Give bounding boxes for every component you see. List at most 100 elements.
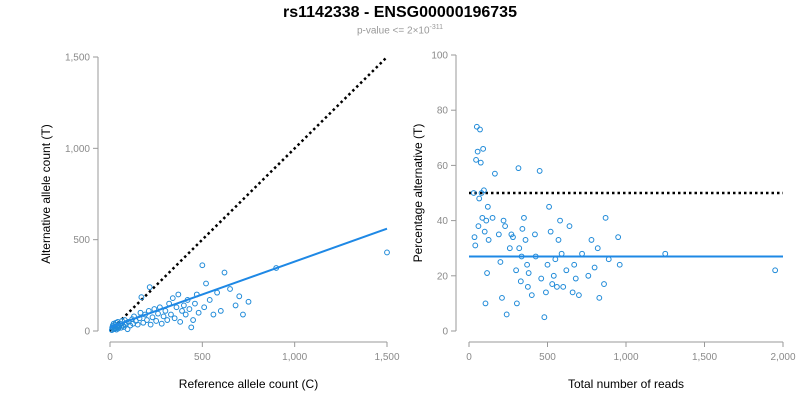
x-axis-label: Total number of reads [568, 377, 684, 391]
data-point [473, 156, 479, 163]
data-point [186, 306, 193, 312]
data-point [484, 203, 491, 210]
data-point [217, 308, 224, 314]
data-point [485, 237, 492, 243]
data-point [532, 231, 538, 238]
data-point [495, 231, 502, 238]
subtitle-base: 10 [418, 25, 430, 37]
data-point [472, 242, 479, 249]
data-point [550, 272, 557, 279]
y-axis-label: Percentage alternative (T) [411, 124, 425, 263]
x-tick-label: 1,500 [692, 352, 717, 363]
reference-line [109, 56, 388, 332]
data-point [552, 256, 559, 263]
data-point [149, 314, 156, 321]
data-point [195, 309, 202, 316]
data-point [560, 283, 567, 290]
data-point [585, 272, 592, 279]
fit-line [109, 227, 388, 329]
data-point [576, 292, 582, 299]
data-point [480, 145, 487, 152]
x-tick-label: 0 [107, 352, 113, 363]
data-point [536, 168, 543, 174]
data-point [544, 261, 551, 268]
data-point [146, 284, 153, 291]
data-point [232, 302, 239, 309]
y-tick-label: 100 [431, 51, 448, 62]
data-point [594, 245, 601, 252]
data-point [549, 281, 556, 287]
data-point [471, 234, 478, 241]
data-point [541, 314, 548, 321]
subtitle-times: × [412, 25, 419, 37]
data-point [470, 190, 477, 196]
data-point [772, 267, 779, 274]
data-point [528, 292, 535, 299]
data-point [502, 223, 509, 230]
data-point [506, 245, 513, 252]
allele-count-scatter: 0 500 1,000 1,500 0 500 1,000 1,500 Reference al… [39, 53, 400, 392]
data-point [180, 302, 187, 309]
data-point [555, 237, 562, 243]
data-point [168, 311, 174, 318]
data-point [524, 283, 531, 290]
data-point [476, 195, 483, 202]
data-point [179, 308, 185, 314]
data-point [138, 294, 145, 301]
data-point [572, 275, 579, 282]
chart-title: rs1142338 - ENSG00000196735 [283, 4, 517, 21]
data-point [221, 269, 228, 276]
data-point [206, 297, 213, 303]
data-point [240, 311, 246, 318]
y-tick-label: 500 [73, 235, 90, 246]
data-point [557, 217, 563, 224]
data-point [477, 126, 483, 133]
data-point [147, 321, 154, 328]
data-point [474, 148, 481, 155]
data-point [153, 318, 160, 324]
data-point [199, 262, 206, 269]
data-point [521, 214, 527, 221]
data-point [547, 228, 554, 235]
data-point [517, 278, 524, 285]
x-tick-label: 500 [194, 352, 211, 363]
y-tick-label: 40 [437, 216, 449, 227]
data-point [513, 267, 519, 274]
data-point [538, 275, 545, 282]
data-point [236, 293, 243, 300]
x-tick-label: 1,500 [374, 352, 399, 363]
y-tick-label: 1,000 [65, 144, 90, 155]
data-point [515, 165, 522, 172]
data-point [510, 234, 516, 241]
data-point [203, 280, 209, 287]
data-point [188, 324, 195, 331]
data-point [546, 203, 552, 210]
data-point [158, 320, 165, 327]
data-point [482, 300, 489, 307]
data-point [214, 289, 221, 296]
data-point [134, 321, 141, 328]
data-point [563, 267, 570, 274]
data-point [615, 234, 622, 241]
data-point [479, 214, 486, 221]
data-point [190, 317, 197, 323]
data-point [571, 261, 578, 268]
data-point [492, 170, 498, 177]
y-tick-label: 80 [437, 106, 449, 117]
data-point [164, 317, 171, 323]
data-point [477, 159, 484, 166]
data-point [484, 270, 490, 276]
data-point [481, 187, 487, 194]
x-tick-label: 2,000 [770, 352, 795, 363]
data-point [384, 249, 390, 256]
data-point [543, 289, 549, 296]
data-point [566, 223, 573, 230]
data-point [499, 294, 505, 301]
data-point [579, 250, 585, 257]
y-tick-label: 20 [437, 271, 449, 282]
data-point [210, 311, 217, 318]
data-point [475, 223, 482, 230]
data-point [140, 319, 147, 326]
data-point [182, 311, 189, 318]
